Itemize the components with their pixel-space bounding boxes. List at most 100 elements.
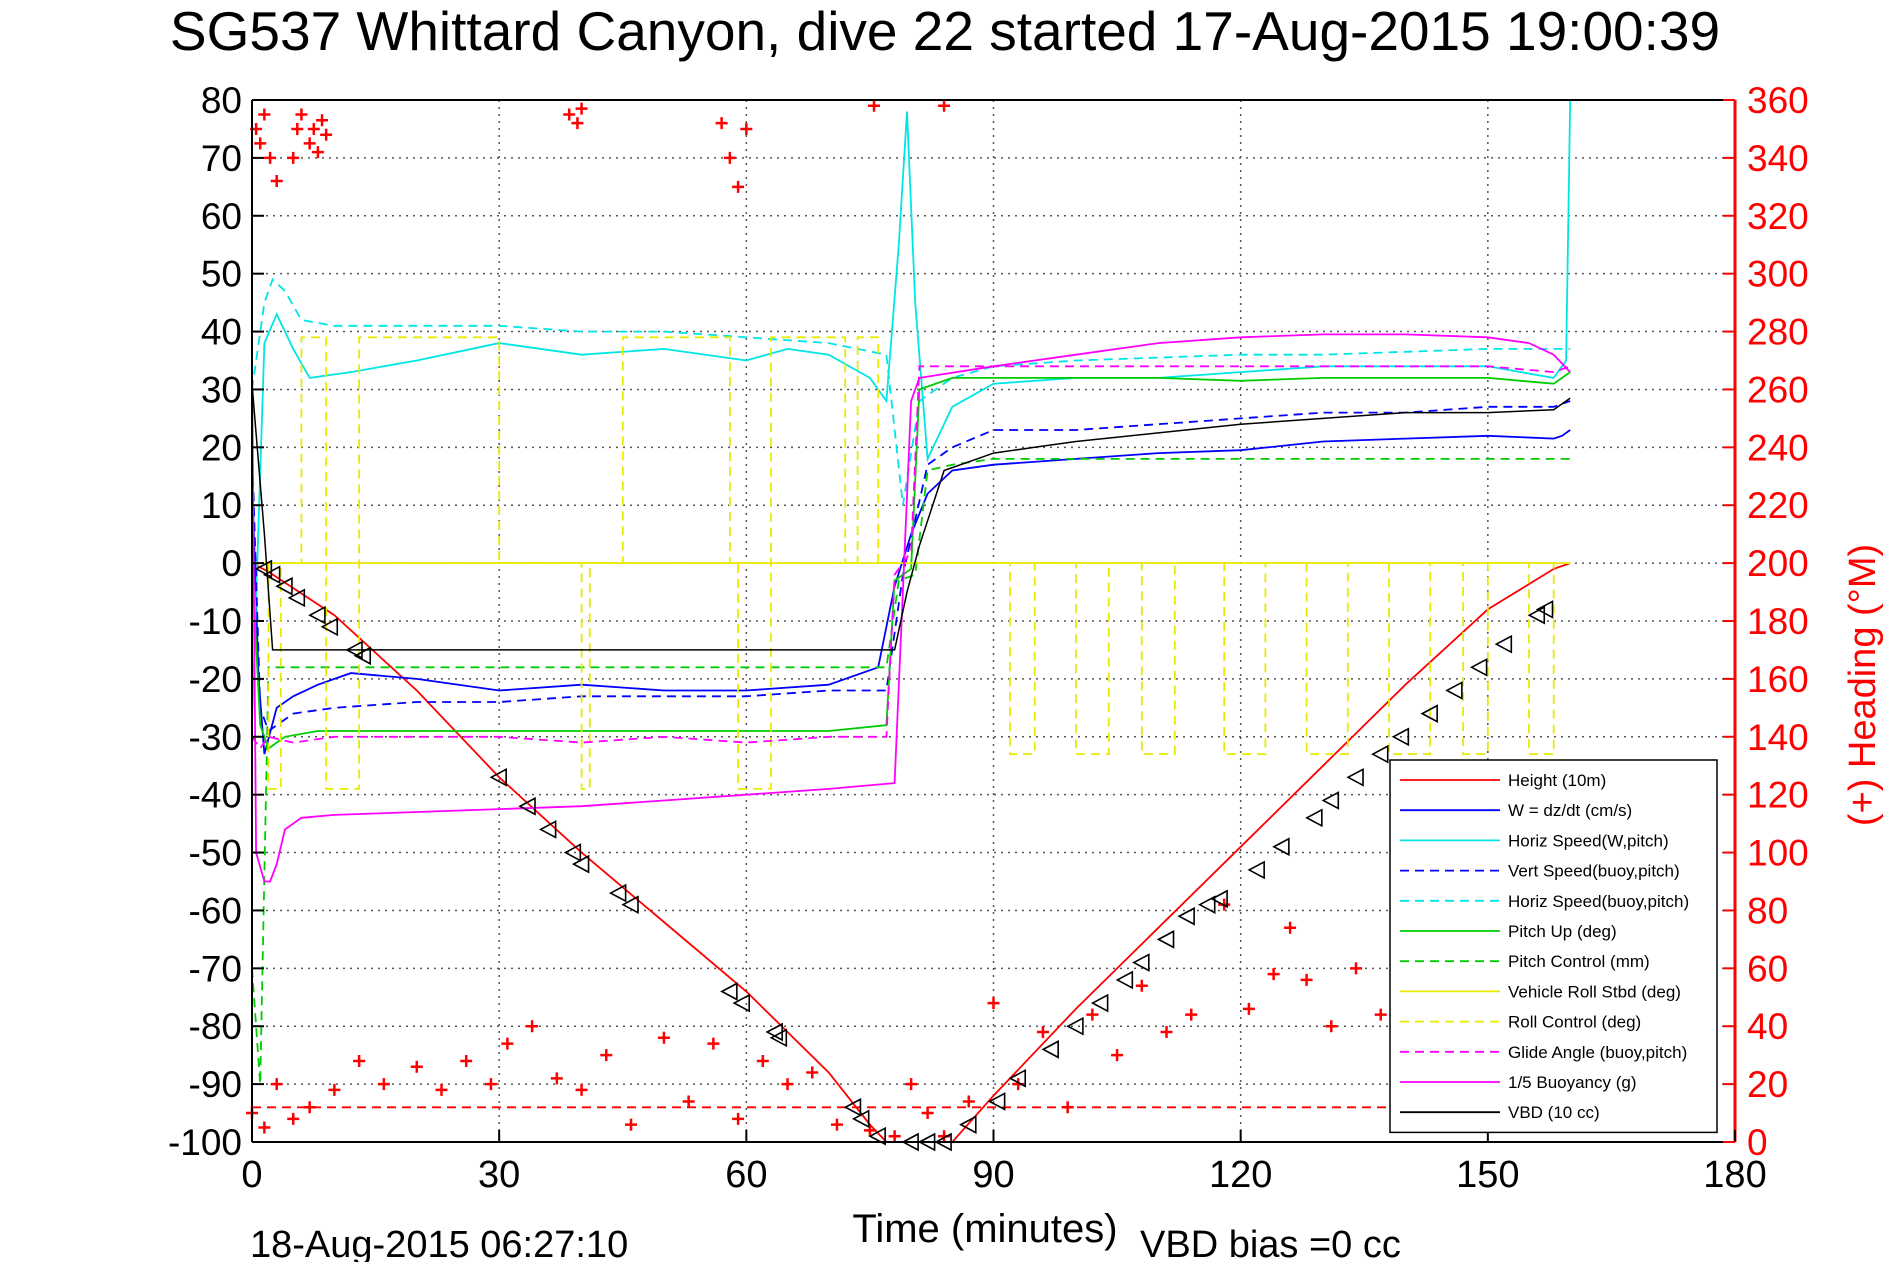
- x-tick-label: 0: [241, 1154, 262, 1196]
- y-right-tick-label: 220: [1747, 485, 1809, 526]
- y-right-tick-label: 20: [1747, 1064, 1788, 1105]
- series-horiz-speed-buoy-pitch: [251, 277, 1571, 506]
- heading-point: [295, 108, 308, 121]
- heading-point: [806, 1066, 819, 1079]
- heading-point: [311, 146, 324, 159]
- legend: Height (10m) W = dz/dt (cm/s) Horiz Speed(…: [1389, 759, 1718, 1134]
- depth-marker-triangle: [765, 1022, 783, 1042]
- depth-marker-triangle: [1247, 860, 1265, 880]
- x-tick-label: 60: [725, 1154, 767, 1196]
- depth-marker-triangle: [1469, 657, 1488, 677]
- heading-point: [270, 1078, 283, 1091]
- heading-point: [756, 1054, 769, 1067]
- heading-point: [571, 117, 584, 130]
- heading-point: [1300, 973, 1313, 986]
- y-right-tick-label: 0: [1747, 1122, 1768, 1163]
- heading-point: [307, 122, 320, 135]
- y-right-tick-label: 200: [1747, 543, 1809, 584]
- series-heading: [246, 898, 1412, 1143]
- heading-point: [868, 99, 881, 112]
- footer-date: 18-Aug-2015 06:27:10: [250, 1224, 628, 1262]
- y-right-tick-label: 260: [1747, 369, 1809, 410]
- depth-marker-triangle: [987, 1092, 1006, 1111]
- heading-point: [377, 1078, 390, 1091]
- legend-label: Glide Angle (buoy,pitch): [1508, 1043, 1687, 1062]
- heading-point: [732, 180, 745, 193]
- depth-marker-triangle: [1371, 744, 1389, 764]
- series-glide-angle-buoy-pitch: [251, 365, 1571, 750]
- series-layer: [246, 99, 1572, 1143]
- footer-vbd-bias: VBD bias =0 cc: [1140, 1224, 1401, 1262]
- y-right-tick-label: 60: [1747, 948, 1788, 989]
- depth-marker-triangle: [518, 796, 536, 816]
- y-tick-label: -80: [189, 1006, 242, 1047]
- depth-marker-triangle: [1066, 1016, 1084, 1036]
- legend-label: Pitch Up (deg): [1508, 922, 1617, 941]
- chart-title: SG537 Whittard Canyon, dive 22 started 1…: [170, 0, 1720, 62]
- heading-point: [575, 1083, 588, 1096]
- heading-point: [740, 122, 753, 135]
- heading-point: [501, 1037, 514, 1050]
- y-tick-label: 60: [201, 196, 242, 237]
- y-right-tick-label: 340: [1747, 138, 1809, 179]
- heading-point: [270, 175, 283, 188]
- depth-marker-triangle: [262, 565, 281, 585]
- depth-marker-triangle: [563, 843, 582, 862]
- depth-marker-triangle: [1177, 906, 1195, 926]
- depth-marker-triangle: [843, 1097, 862, 1117]
- heading-point: [781, 1078, 794, 1091]
- y-right-tick-label: 100: [1747, 833, 1809, 874]
- series-heading-high: [250, 99, 951, 193]
- y-tick-label: 40: [201, 312, 242, 353]
- legend-label: Height (10m): [1508, 771, 1606, 790]
- y-tick-label: 80: [201, 80, 242, 121]
- heading-point: [435, 1083, 448, 1096]
- heading-point: [1284, 921, 1297, 934]
- heading-point: [1242, 1002, 1255, 1015]
- depth-marker-triangle: [1494, 634, 1513, 654]
- depth-marker-triangle: [1156, 930, 1175, 949]
- y-tick-label: -30: [189, 717, 242, 758]
- heading-point: [254, 137, 267, 150]
- y-tick-label: 0: [221, 543, 242, 584]
- heading-point: [291, 122, 304, 135]
- legend-box: [1389, 759, 1718, 1134]
- series-vbd-10-cc: [251, 383, 1571, 651]
- depth-marker-triangle: [275, 576, 293, 596]
- depth-marker-triangle: [851, 1109, 870, 1129]
- heading-point: [1135, 979, 1148, 992]
- heading-point: [1267, 968, 1280, 981]
- depth-marker-triangle: [1420, 704, 1438, 723]
- heading-point: [1325, 1020, 1338, 1033]
- depth-marker-triangle: [1535, 600, 1554, 619]
- depth-marker-triangle: [1305, 808, 1323, 828]
- legend-label: Vert Speed(buoy,pitch): [1508, 862, 1680, 881]
- y-right-tick-label: 120: [1747, 775, 1809, 816]
- depth-marker-triangle: [1527, 605, 1546, 625]
- y-tick-label: -90: [189, 1064, 242, 1105]
- heading-point: [863, 1124, 876, 1137]
- y-tick-label: 20: [201, 427, 242, 468]
- heading-point: [830, 1118, 843, 1131]
- series-pitch-up-deg: [251, 371, 1571, 750]
- y-right-tick-label: 320: [1747, 196, 1809, 237]
- heading-point: [484, 1078, 497, 1091]
- heading-point: [287, 151, 300, 164]
- depth-marker-triangle: [1008, 1068, 1027, 1088]
- marker-layer: [254, 559, 1554, 1152]
- series-vert-speed-buoy-pitch: [251, 400, 1571, 733]
- heading-point: [723, 151, 736, 164]
- heading-point: [888, 1130, 901, 1143]
- legend-label: VBD (10 cc): [1508, 1103, 1600, 1122]
- y-right-tick-label: 180: [1747, 601, 1809, 642]
- heading-point: [938, 99, 951, 112]
- y-tick-label: 30: [201, 369, 242, 410]
- right-axis-label: (+) Heading (°M): [1842, 544, 1884, 826]
- x-tick-label: 150: [1456, 1154, 1519, 1196]
- depth-marker-triangle: [308, 605, 326, 625]
- y-tick-label: -40: [189, 775, 242, 816]
- x-tick-label: 90: [972, 1154, 1014, 1196]
- heading-point: [921, 1107, 934, 1120]
- heading-point: [258, 108, 271, 121]
- series-pitch-control-mm: [251, 457, 1571, 1085]
